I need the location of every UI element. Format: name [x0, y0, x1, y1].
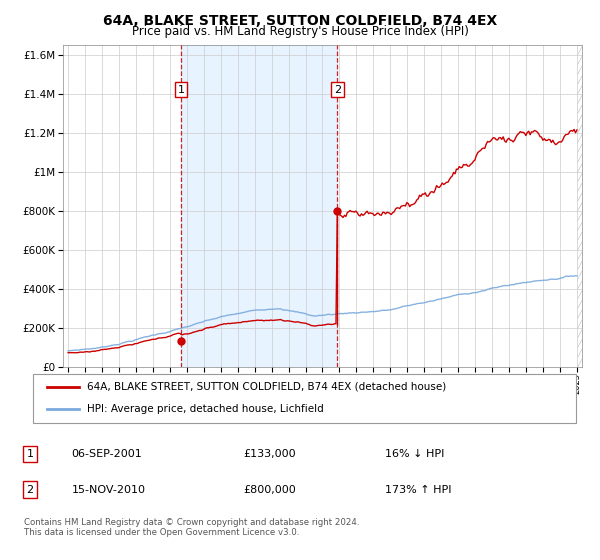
Text: 1: 1: [178, 85, 185, 95]
Text: £800,000: £800,000: [244, 484, 296, 494]
Text: Price paid vs. HM Land Registry's House Price Index (HPI): Price paid vs. HM Land Registry's House …: [131, 25, 469, 38]
Text: £133,000: £133,000: [244, 449, 296, 459]
Text: 06-SEP-2001: 06-SEP-2001: [71, 449, 142, 459]
Text: HPI: Average price, detached house, Lichfield: HPI: Average price, detached house, Lich…: [88, 404, 324, 414]
Bar: [181, 45, 337, 367]
Text: 2: 2: [26, 484, 34, 494]
Text: 2: 2: [334, 85, 341, 95]
Text: 64A, BLAKE STREET, SUTTON COLDFIELD, B74 4EX (detached house): 64A, BLAKE STREET, SUTTON COLDFIELD, B74…: [88, 382, 446, 392]
Text: 64A, BLAKE STREET, SUTTON COLDFIELD, B74 4EX: 64A, BLAKE STREET, SUTTON COLDFIELD, B74…: [103, 14, 497, 28]
Text: Contains HM Land Registry data © Crown copyright and database right 2024.
This d: Contains HM Land Registry data © Crown c…: [24, 518, 359, 538]
Text: 16% ↓ HPI: 16% ↓ HPI: [385, 449, 444, 459]
Text: 15-NOV-2010: 15-NOV-2010: [71, 484, 146, 494]
Text: 1: 1: [26, 449, 34, 459]
Text: 173% ↑ HPI: 173% ↑ HPI: [385, 484, 451, 494]
FancyBboxPatch shape: [33, 374, 576, 423]
